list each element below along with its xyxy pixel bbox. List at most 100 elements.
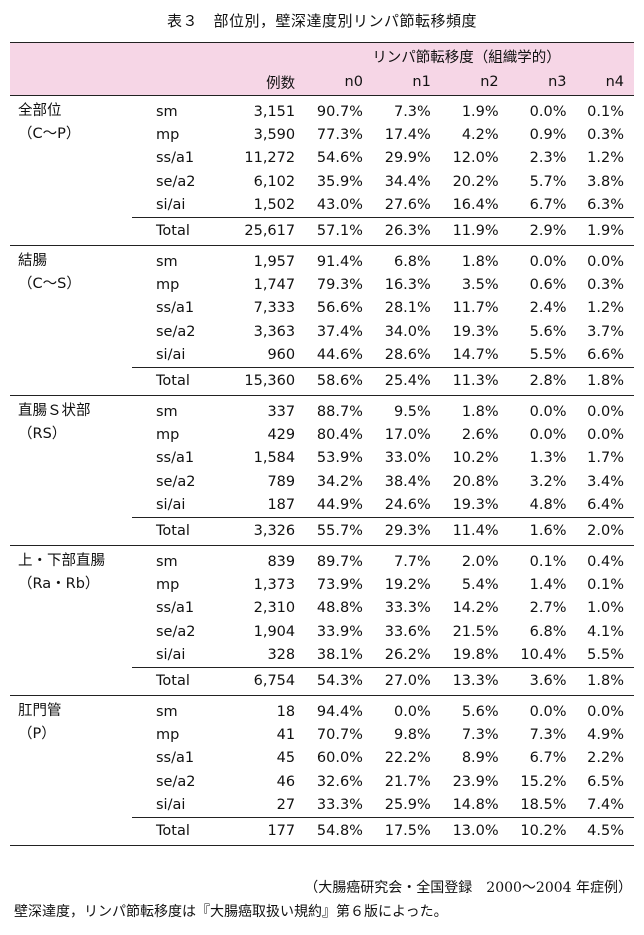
rate-cell-n3: 3.2% — [529, 473, 567, 490]
table-row: 上・下部直腸 （Ra・Rb） sm 839 89.7% 7.7% 2.0% 0.1% 0.4% — [10, 545, 634, 696]
cases-cell: 15,360 — [232, 366, 306, 396]
header-spacer — [10, 42, 306, 69]
rate-cell-n0: 91.4% — [316, 253, 363, 270]
depth-cell: se/a2 — [156, 173, 196, 190]
header-n2: n2 — [440, 69, 509, 96]
cases-cell: 3,326 — [232, 516, 306, 546]
rate-cell-n0: 54.6% — [316, 150, 363, 167]
rate-cell-n3: 6.8% — [529, 623, 567, 640]
rate-cell-n3: 0.0% — [529, 103, 567, 120]
rate-cell-n3: 5.6% — [529, 323, 567, 340]
rate-cell-n4: 1.2% — [587, 150, 624, 167]
rate-cell-n2: 11.9% — [440, 216, 509, 246]
rate-cell-n2: 11.3% — [440, 366, 509, 396]
rate-cell-n4: 6.3% — [587, 197, 624, 214]
rate-cell-n4: 2.0% — [576, 516, 634, 546]
rate-cell-n3: 2.4% — [529, 300, 567, 317]
rate-cell-n3: 2.8% — [508, 366, 577, 396]
cases-cell: 11,272 — [244, 150, 296, 167]
rate-cell-n3: 0.9% — [529, 127, 567, 144]
depth-cell: mp — [156, 127, 180, 144]
rate-cell-n1: 38.4% — [384, 473, 431, 490]
header-group-label: リンパ節転移度（組織学的） — [305, 42, 634, 69]
rate-cell-n0: 35.9% — [316, 173, 363, 190]
cases-cell: 2,310 — [253, 600, 296, 617]
rate-cell-n3: 6.7% — [529, 750, 567, 767]
group-name: 直腸Ｓ状部 （RS） — [10, 395, 132, 546]
rate-cell-n2: 14.8% — [452, 797, 499, 814]
rate-cell-n1: 17.5% — [372, 816, 441, 846]
rate-cell-n4: 5.5% — [587, 647, 624, 664]
group-name-line2: （C〜P） — [18, 126, 81, 143]
rate-cell-n2: 10.2% — [452, 450, 499, 467]
rate-cell-n1: 25.9% — [384, 797, 431, 814]
rate-cell-n4: 6.6% — [587, 347, 624, 364]
table-row: 直腸Ｓ状部 （RS） sm 337 88.7% 9.5% 1.8% 0.0% 0.0% — [10, 395, 634, 546]
rate-cell-n1: 22.2% — [384, 750, 431, 767]
rate-cell-n4: 0.0% — [587, 703, 624, 720]
rate-cell-n0: 57.1% — [305, 216, 373, 246]
cases-cell: 187 — [267, 497, 296, 514]
cases-cell: 429 — [267, 426, 296, 443]
cases-cell: 6,754 — [232, 666, 306, 696]
depth-cell: ss/a1 — [156, 600, 195, 617]
group-name-line2: （RS） — [18, 426, 67, 443]
rate-cell-n3: 10.2% — [508, 816, 577, 846]
rate-cell-n4: 0.0% — [587, 426, 624, 443]
cases-cell: 46 — [276, 773, 296, 790]
depth-cell: si/ai — [156, 197, 186, 214]
rate-cell-n0: 89.7% — [316, 553, 363, 570]
group-name-line2: （C〜S） — [18, 276, 81, 293]
rate-cell-n3: 0.0% — [529, 426, 567, 443]
rate-cell-n0: 94.4% — [316, 703, 363, 720]
depth-cell: si/ai — [156, 647, 186, 664]
rate-cell-n4: 0.3% — [587, 277, 624, 294]
group-name: 上・下部直腸 （Ra・Rb） — [10, 545, 132, 696]
rate-cell-n4: 1.2% — [587, 300, 624, 317]
depth-cell: Total — [132, 516, 232, 546]
rate-cell-n4: 0.1% — [587, 576, 624, 593]
header-n1: n1 — [372, 69, 441, 96]
depth-cell: Total — [132, 816, 232, 846]
cases-cell: 1,502 — [253, 197, 296, 214]
cases-cell: 6,102 — [253, 173, 296, 190]
rate-cell-n4: 6.4% — [587, 497, 624, 514]
rate-cell-n1: 28.6% — [384, 347, 431, 364]
group-name-line2: （P） — [18, 726, 56, 743]
cases-cell: 3,363 — [253, 323, 296, 340]
rate-cell-n3: 6.7% — [529, 197, 567, 214]
depth-cell: se/a2 — [156, 773, 196, 790]
rate-cell-n1: 28.1% — [384, 300, 431, 317]
rate-cell-n0: 70.7% — [316, 726, 363, 743]
table-row: 全部位 （C〜P） sm 3,151 90.7% 7.3% 1.9% 0.0% 0.1% — [10, 95, 634, 246]
rate-cell-n3: 18.5% — [520, 797, 567, 814]
rate-cell-n3: 0.6% — [529, 277, 567, 294]
rate-cell-n2: 1.9% — [461, 103, 499, 120]
rate-cell-n0: 77.3% — [316, 127, 363, 144]
rate-cell-n4: 0.4% — [587, 553, 624, 570]
header-cases: 例数 — [232, 69, 306, 96]
rate-cell-n4: 0.0% — [587, 403, 624, 420]
rate-cell-n1: 9.8% — [393, 726, 431, 743]
table-row: mp 429 80.4% 17.0% 2.6% 0.0% 0.0% — [10, 423, 634, 446]
rate-cell-n1: 29.3% — [372, 516, 441, 546]
rate-cell-n2: 23.9% — [452, 773, 499, 790]
table-row: mp 41 70.7% 9.8% 7.3% 7.3% 4.9% — [10, 723, 634, 746]
table-row: si/ai 187 44.9% 24.6% 19.3% 4.8% 6.4% — [10, 493, 634, 517]
rate-cell-n2: 11.4% — [440, 516, 509, 546]
rate-cell-n0: 43.0% — [316, 197, 363, 214]
depth-cell: sm — [156, 103, 178, 120]
cases-cell: 27 — [276, 797, 296, 814]
rate-cell-n1: 17.0% — [384, 426, 431, 443]
rate-cell-n2: 4.2% — [461, 127, 499, 144]
depth-cell: mp — [156, 277, 180, 294]
lymph-node-table: リンパ節転移度（組織学的） 例数 n0 n1 n2 n3 n4 全部位 （C〜P）… — [10, 42, 634, 846]
table-row: mp 3,590 77.3% 17.4% 4.2% 0.9% 0.3% — [10, 123, 634, 146]
rate-cell-n1: 33.6% — [384, 623, 431, 640]
depth-cell: si/ai — [156, 497, 186, 514]
header-n4: n4 — [576, 69, 634, 96]
cases-cell: 337 — [267, 403, 296, 420]
cases-cell: 1,373 — [253, 576, 296, 593]
depth-cell: sm — [156, 553, 178, 570]
rate-cell-n0: 56.6% — [316, 300, 363, 317]
